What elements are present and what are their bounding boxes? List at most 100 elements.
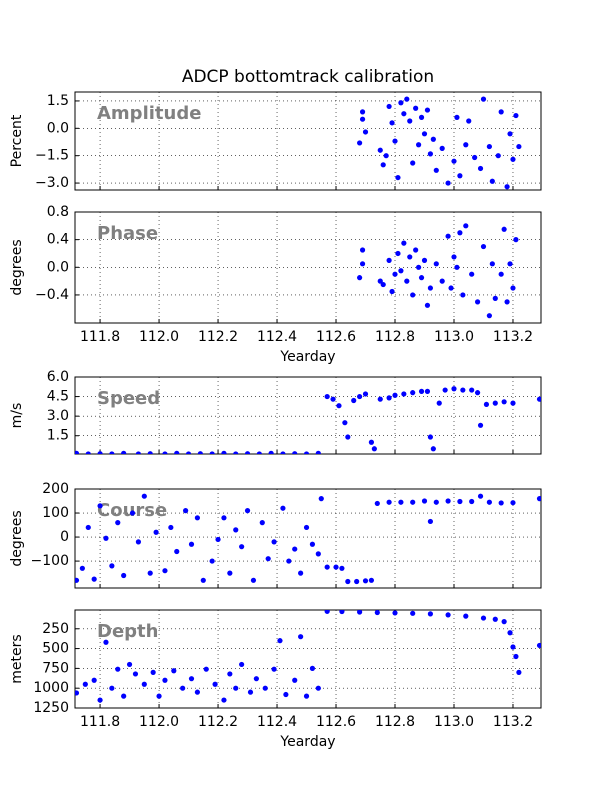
point [404,96,410,102]
point [492,295,498,301]
point [398,499,404,505]
point [374,610,380,616]
y-axis-label: m/s [9,403,25,429]
y-tick-label: 4.5 [47,389,69,405]
y-tick-label: 250 [42,621,69,637]
point [392,392,398,398]
point [513,653,519,660]
point [495,153,501,159]
point [430,446,436,452]
point [188,676,195,682]
point [383,153,389,159]
point [492,616,498,622]
point [510,156,516,162]
point [247,689,254,695]
point [398,100,404,106]
y-tick-label: 1.5 [47,428,69,444]
point [359,247,366,253]
point [392,610,398,616]
point [480,243,487,250]
y-tick-label: 100 [42,505,69,521]
point [421,257,428,263]
point [354,578,360,585]
point [303,451,310,454]
point [389,120,395,126]
y-axis-label: Percent [9,114,25,167]
point [209,558,215,564]
point [395,174,401,181]
point [253,676,259,682]
point [147,451,153,454]
point [501,619,507,625]
point [262,685,268,691]
point [359,109,366,115]
point [351,397,357,404]
point [336,403,342,409]
point [212,681,218,687]
point [486,499,492,505]
point [333,564,339,570]
point [315,450,321,454]
point [259,520,265,526]
point [407,254,413,260]
point [424,302,431,308]
point [448,285,454,291]
point [498,109,504,115]
point [239,661,245,668]
point [153,529,159,535]
point [477,165,484,172]
point [265,556,271,562]
point [421,131,428,137]
y-tick-label: −100 [31,553,69,569]
point [486,143,492,150]
y-axis-label: degrees [9,510,25,566]
y-tick-label: 1.5 [47,93,69,109]
plot-frame [74,488,542,589]
x-tick-label: 112.4 [257,329,297,345]
point [362,578,369,584]
point [504,184,510,190]
point [516,143,522,150]
point [85,451,91,454]
point [244,451,251,454]
point [439,145,445,151]
panel-label: Amplitude [97,103,201,124]
point [424,388,431,394]
point [501,226,507,232]
point [91,576,97,582]
point [463,613,469,619]
y-tick-label: −3.0 [35,175,69,191]
point [271,539,277,545]
point [401,391,407,397]
point [203,666,209,672]
point [97,503,103,509]
point [380,281,386,288]
point [292,677,298,683]
point [486,313,492,319]
x-tick-label: 112.8 [375,329,415,345]
point [82,681,88,687]
y-tick-label: 0.0 [47,259,69,275]
point [510,644,516,650]
point [386,395,392,401]
point [357,610,363,615]
x-tick-label: 112.0 [139,714,179,730]
point [418,275,425,281]
point [442,387,448,393]
point [268,450,274,454]
point [357,393,363,400]
point [445,180,451,186]
point [324,564,330,570]
y-tick-label: 1000 [33,680,69,696]
point [489,178,495,184]
y-tick-label: 0 [60,529,69,545]
point [250,577,257,583]
point [109,563,115,569]
point [501,399,507,405]
x-tick-label: 112.6 [316,714,356,730]
point [386,499,392,505]
point [121,450,127,454]
point [227,570,233,576]
point [147,570,153,576]
